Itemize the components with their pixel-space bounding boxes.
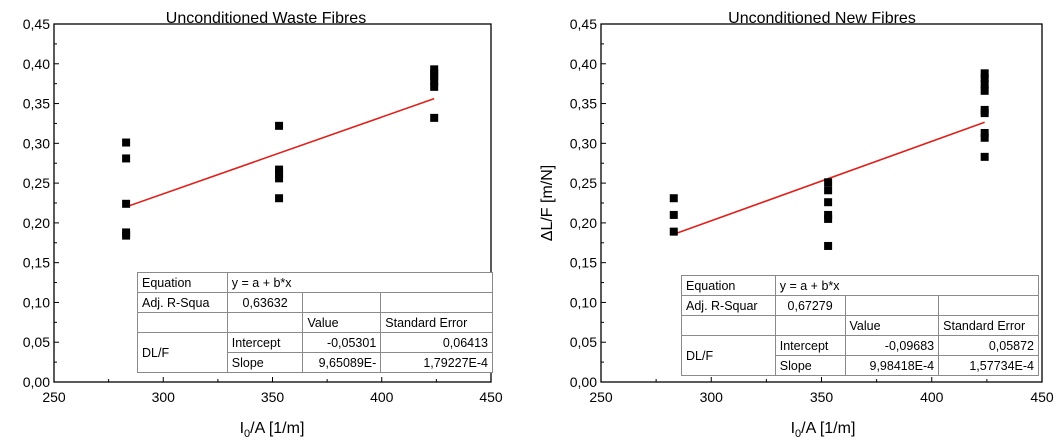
slope-error: 1,79227E-4 <box>380 352 493 373</box>
intercept-label: Intercept <box>774 335 846 356</box>
data-point <box>669 194 678 203</box>
data-point <box>275 194 284 203</box>
equation-label: Equation <box>681 275 776 296</box>
y-tick-label: 0,45 <box>570 16 597 32</box>
error-header: Standard Error <box>938 315 1039 336</box>
data-point <box>824 214 833 223</box>
data-point <box>824 198 833 207</box>
data-point <box>669 210 678 219</box>
data-point <box>824 186 833 195</box>
data-point <box>824 178 833 187</box>
data-point <box>430 82 439 91</box>
data-point <box>430 113 439 122</box>
r2-label: Adj. R-Squa <box>137 292 228 313</box>
equation-value: y = a + b*x <box>226 272 494 293</box>
y-tick-label: 0,30 <box>570 135 597 151</box>
equation-label: Equation <box>137 272 228 293</box>
y-tick-label: 0,40 <box>570 56 597 72</box>
y-axis-label: ΔL/F [m/N] <box>539 165 556 241</box>
slope-value: 9,98418E-4 <box>844 355 940 376</box>
row-label: DL/F <box>681 335 776 376</box>
plot-frame <box>600 23 1043 383</box>
x-tick-label: 400 <box>370 389 394 405</box>
y-tick-label: 0,35 <box>23 96 50 112</box>
x-tick-label: 350 <box>261 389 285 405</box>
fit-results-table: Equation y = a + b*x Adj. R-Squar 0,6727… <box>681 275 1040 376</box>
y-tick-label: 0,45 <box>23 16 50 32</box>
x-tick-label: 300 <box>700 389 724 405</box>
y-tick-label: 0,40 <box>23 56 50 72</box>
chart-waste-fibres: Unconditioned Waste Fibres 0,00 0,05 0,10 0… <box>23 10 503 440</box>
slope-label: Slope <box>226 352 304 373</box>
y-tick-label: 0,05 <box>23 334 50 350</box>
x-tick-label: 250 <box>589 389 613 405</box>
slope-value: 9,65089E- <box>302 352 382 373</box>
y-tick-label: 0,15 <box>23 255 50 271</box>
data-point <box>980 80 989 89</box>
intercept-value: -0,09683 <box>844 335 940 356</box>
x-tick-label: 450 <box>479 389 503 405</box>
chart-title: Unconditioned Waste Fibres <box>166 10 366 27</box>
y-tick-label: 0,20 <box>570 215 597 231</box>
y-tick-label: 0,25 <box>570 175 597 191</box>
chart-new-fibres: Unconditioned New Fibres ΔL/F [m/N] 0,00… <box>539 10 1054 440</box>
data-point <box>980 133 989 142</box>
x-tick-label: 300 <box>152 389 176 405</box>
data-point <box>824 241 833 250</box>
data-point <box>669 227 678 236</box>
y-tick-label: 0,25 <box>23 175 50 191</box>
x-tick-label: 350 <box>810 389 834 405</box>
y-tick-label: 0,10 <box>23 294 50 310</box>
data-point <box>980 86 989 95</box>
slope-label: Slope <box>774 355 846 376</box>
y-tick-label: 0,05 <box>570 334 597 350</box>
x-tick-label: 400 <box>920 389 944 405</box>
x-axis-label: I0/A [1/m] <box>240 420 305 440</box>
data-point <box>122 138 131 147</box>
fit-line <box>673 121 985 236</box>
data-point <box>275 174 284 183</box>
slope-error: 1,57734E-4 <box>938 355 1039 376</box>
intercept-error: 0,05872 <box>938 335 1039 356</box>
x-axis-label: I0/A [1/m] <box>791 420 856 440</box>
data-point <box>275 169 284 178</box>
row-label: DL/F <box>137 332 228 373</box>
plot-frame <box>53 23 492 383</box>
y-tick-label: 0,20 <box>23 215 50 231</box>
chart-title: Unconditioned New Fibres <box>728 10 916 27</box>
data-point <box>980 109 989 118</box>
data-point <box>122 231 131 240</box>
value-header: Value <box>844 315 940 336</box>
data-point <box>980 128 989 137</box>
y-tick-label: 0,00 <box>23 374 50 390</box>
intercept-value: -0,05301 <box>302 332 382 353</box>
y-tick-label: 0,00 <box>570 374 597 390</box>
intercept-label: Intercept <box>226 332 304 353</box>
fit-line <box>125 97 435 208</box>
x-tick-label: 450 <box>1030 389 1054 405</box>
data-point <box>122 199 131 208</box>
data-point <box>430 77 439 86</box>
data-point <box>980 74 989 83</box>
equation-value: y = a + b*x <box>774 275 1040 296</box>
y-tick-label: 0,15 <box>570 255 597 271</box>
error-header: Standard Error <box>380 312 493 333</box>
r2-value: 0,67279 <box>774 295 846 316</box>
r2-value: 0,63632 <box>226 292 304 313</box>
value-header: Value <box>302 312 382 333</box>
data-point <box>275 121 284 130</box>
fit-results-table: Equation y = a + b*x Adj. R-Squa 0,63632… <box>137 272 494 373</box>
y-tick-label: 0,10 <box>570 294 597 310</box>
x-tick-label: 250 <box>42 389 66 405</box>
data-point <box>980 152 989 161</box>
data-point <box>430 72 439 81</box>
r2-label: Adj. R-Squar <box>681 295 776 316</box>
y-tick-label: 0,35 <box>570 96 597 112</box>
intercept-error: 0,06413 <box>380 332 493 353</box>
data-point <box>980 69 989 78</box>
data-point <box>122 154 131 163</box>
y-tick-label: 0,30 <box>23 135 50 151</box>
